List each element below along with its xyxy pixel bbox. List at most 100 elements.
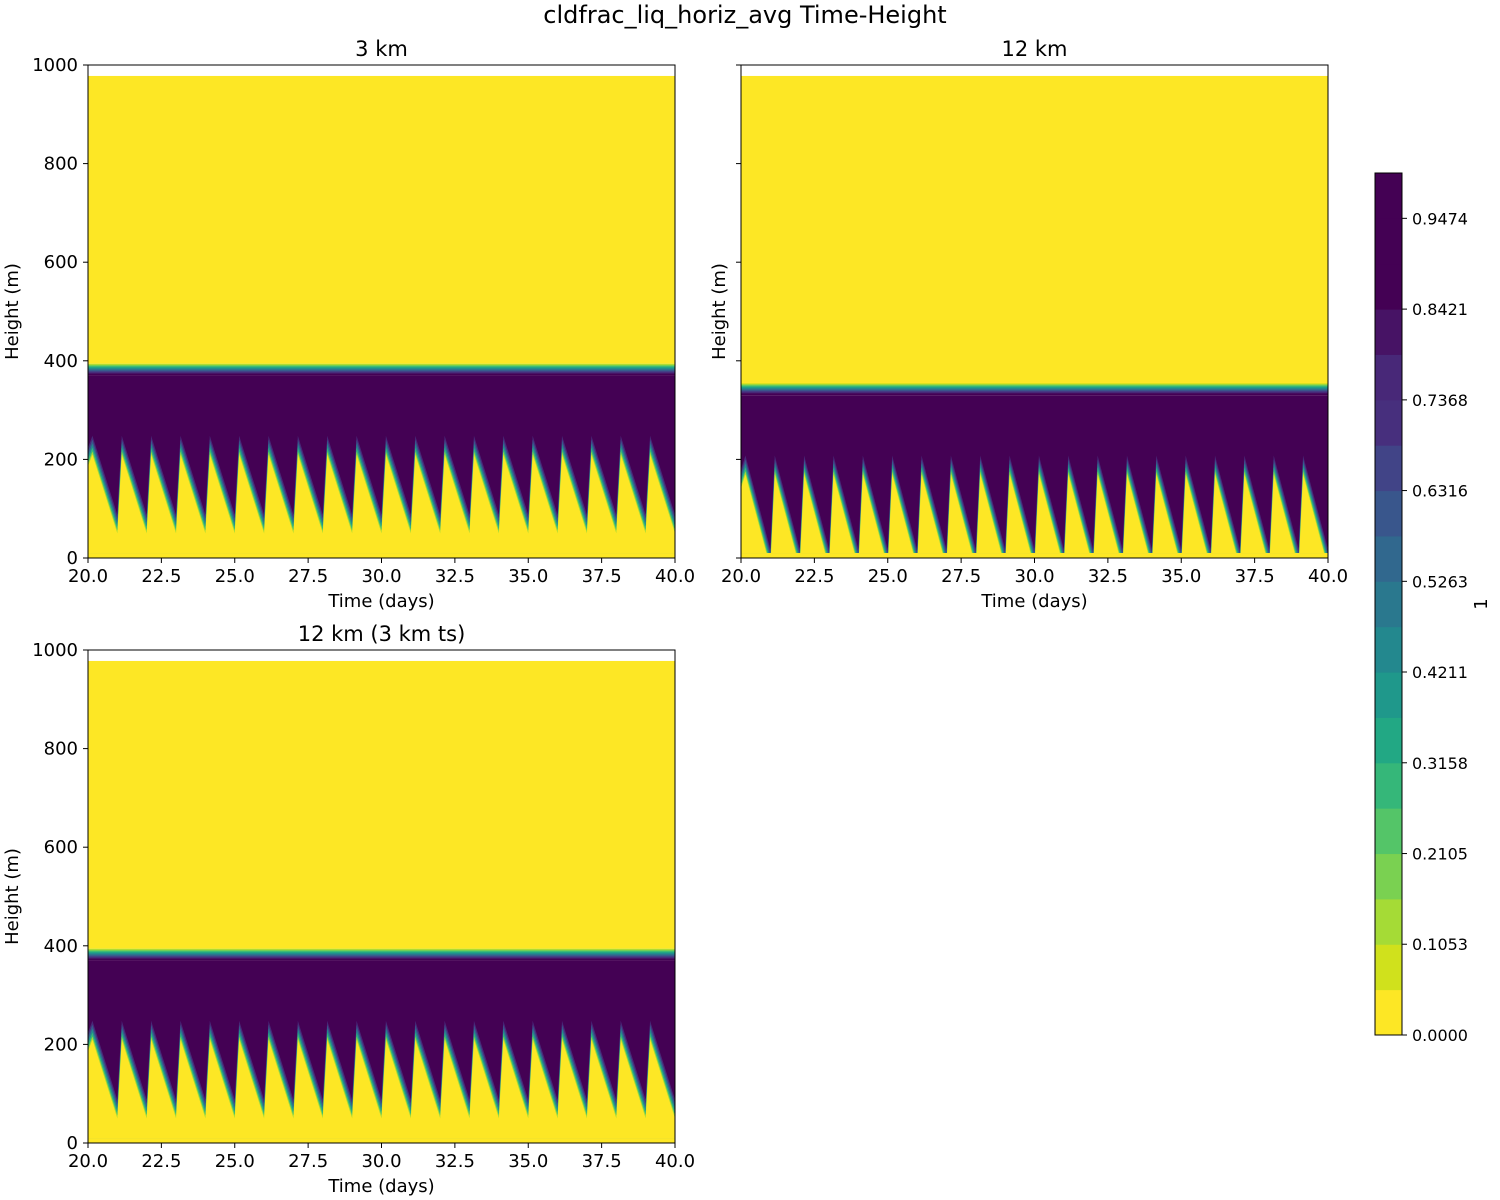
clear-region-lower (741, 553, 1328, 558)
clear-region-lower (88, 553, 675, 558)
colorbar-level (1375, 944, 1402, 991)
x-tick-label: 37.5 (582, 566, 622, 587)
colorbar-tick-label: 0.6316 (1412, 482, 1468, 501)
x-tick-label: 22.5 (141, 566, 181, 587)
x-tick-label: 40.0 (655, 566, 695, 587)
colorbar-tick-label: 0.3158 (1412, 754, 1468, 773)
colorbar-frame (1374, 172, 1403, 1036)
x-tick-label: 37.5 (582, 1151, 622, 1172)
colorbar-tick-label: 0.9474 (1412, 209, 1468, 228)
y-axis-label: Height (m) (709, 263, 730, 360)
colorbar-tick-label: 0.7368 (1412, 391, 1468, 410)
colorbar-level (1375, 762, 1402, 809)
colorbar-label: 1 (1471, 598, 1492, 609)
colorbar-tick-label: 0.2105 (1412, 845, 1468, 864)
x-tick-label: 27.5 (288, 1151, 328, 1172)
colorbar-tick-label: 0.5263 (1412, 572, 1468, 591)
y-tick-label: 400 (44, 936, 78, 957)
y-tick-label: 600 (44, 252, 78, 273)
x-tick-label: 20.0 (68, 566, 108, 587)
cloud-base-band-3 (88, 447, 675, 554)
cloud-base-band-3 (88, 1032, 675, 1139)
colorbar-level (1375, 535, 1402, 582)
y-tick-label: 600 (44, 837, 78, 858)
colorbar-level (1375, 581, 1402, 628)
y-tick-label: 400 (44, 351, 78, 372)
heatmap-field (88, 65, 675, 558)
cloud-layer (741, 395, 1328, 554)
cloud-base-band-5 (88, 1039, 675, 1139)
panel-title: 12 km (1001, 37, 1067, 61)
colorbar-level (1375, 898, 1402, 945)
y-tick-label: 0 (67, 1133, 78, 1154)
colorbar-level (1375, 263, 1402, 310)
x-tick-label: 35.0 (1161, 566, 1201, 587)
colorbar-level (1375, 445, 1402, 492)
panel-12km-3km-ts: 20.0 22.5 25.0 27.5 30.0 32.5 35.0 37.5 40.0 0 200… (2, 622, 695, 1197)
colorbar-level (1375, 808, 1402, 855)
x-tick-label: 32.5 (435, 566, 475, 587)
x-tick-label: 20.0 (68, 1151, 108, 1172)
clear-region-upper (88, 660, 675, 949)
colorbar-level (1375, 626, 1402, 673)
x-tick-label: 20.0 (721, 566, 761, 587)
colorbar-level (1375, 399, 1402, 446)
panel-title: 3 km (355, 37, 408, 61)
colorbar-level (1375, 354, 1402, 401)
colorbar-level (1375, 309, 1402, 355)
x-tick-label: 22.5 (141, 1151, 181, 1172)
y-tick-label: 0 (67, 548, 78, 569)
colorbar-level (1375, 989, 1402, 1036)
y-tick-label: 800 (44, 739, 78, 760)
x-tick-label: 22.5 (794, 566, 834, 587)
cloud-base-band-2 (88, 1028, 675, 1139)
clear-region-upper (741, 75, 1328, 383)
colorbar: 0.0000 0.1053 0.2105 0.3158 0.4211 0.5263 0.63… (1374, 172, 1492, 1045)
y-tick-label: 1000 (32, 55, 78, 76)
x-tick-label: 27.5 (288, 566, 328, 587)
colorbar-level (1375, 173, 1402, 219)
x-tick-label: 25.0 (868, 566, 908, 587)
colorbar-level (1375, 672, 1402, 718)
x-axis-label: Time (days) (327, 591, 434, 612)
x-tick-label: 37.5 (1235, 566, 1275, 587)
y-tick-label: 800 (44, 154, 78, 175)
colorbar-tick-label: 0.4211 (1412, 663, 1468, 682)
colorbar-level (1375, 490, 1402, 537)
y-tick-label: 1000 (32, 640, 78, 661)
cloud-top-transition (88, 948, 675, 961)
x-tick-label: 30.0 (1014, 566, 1054, 587)
heatmap-field (88, 650, 675, 1143)
x-tick-label: 35.0 (508, 566, 548, 587)
colorbar-tick-label: 0.0000 (1412, 1026, 1468, 1045)
y-axis-label: Height (m) (2, 848, 23, 945)
x-tick-label: 25.0 (215, 566, 255, 587)
x-axis-label: Time (days) (327, 1176, 434, 1197)
panel-3km: 20.0 22.5 25.0 27.5 30.0 32.5 35.0 37.5 40.0 0 200… (2, 37, 695, 612)
colorbar-tick-label: 0.8421 (1412, 300, 1468, 319)
x-axis-label: Time (days) (980, 591, 1087, 612)
clear-region-lower (88, 1138, 675, 1143)
cloud-top-transition (741, 382, 1328, 396)
x-tick-label: 32.5 (1088, 566, 1128, 587)
colorbar-level (1375, 717, 1402, 764)
x-tick-label: 40.0 (1308, 566, 1348, 587)
panel-12km: 20.0 22.5 25.0 27.5 30.0 32.5 35.0 37.5 40.0 12 k… (709, 37, 1348, 612)
y-tick-label: 200 (44, 1034, 78, 1055)
no-data-strip (741, 65, 1328, 76)
x-tick-label: 27.5 (941, 566, 981, 587)
x-tick-label: 30.0 (361, 566, 401, 587)
no-data-strip (88, 650, 675, 661)
no-data-strip (88, 65, 675, 76)
x-tick-label: 32.5 (435, 1151, 475, 1172)
cloud-base-band-2 (88, 443, 675, 554)
clear-region-upper (88, 75, 675, 364)
colorbar-tick-label: 0.1053 (1412, 935, 1468, 954)
y-tick-label: 200 (44, 449, 78, 470)
x-tick-label: 35.0 (508, 1151, 548, 1172)
heatmap-field (741, 65, 1328, 558)
x-tick-label: 40.0 (655, 1151, 695, 1172)
cloud-top-transition (88, 363, 675, 376)
colorbar-level (1375, 218, 1402, 265)
